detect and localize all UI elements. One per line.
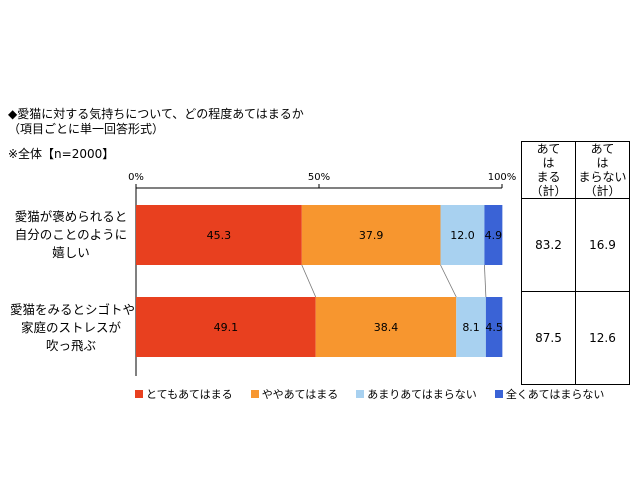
chart-subtitle: （項目ごとに単一回答形式） [8,122,165,136]
category-label-praise: 愛猫が褒められると 自分のことのように 嬉しい [10,208,132,262]
data-label: 49.1 [214,321,239,334]
summary-row: 83.2 16.9 [521,198,630,292]
header-line: は [542,156,555,170]
connector-line [484,264,487,298]
legend-label: 全くあてはまらない [505,388,605,401]
legend-swatch [250,390,259,398]
x-tick-label: 100% [488,172,517,183]
legend-item: あまりあてはまらない [356,386,477,402]
category-label-line: 嬉しい [52,245,90,260]
chart-legend: とてもあてはまる ややあてはまる あまりあてはまらない 全くあてはまらない [135,386,604,402]
bar-segment [136,205,302,265]
legend-swatch [135,390,143,398]
legend-label: ややあてはまる [261,388,339,401]
summary-header-applies: あて は まる （計） [521,141,576,199]
connector-line [440,264,457,298]
summary-cell-applies: 83.2 [521,198,576,292]
data-label: 45.3 [207,229,232,242]
summary-table: あて は まる （計） あて は まらない （計） 83.2 16.9 87.5… [521,141,630,385]
summary-cell-applies: 87.5 [521,291,576,385]
category-label-line: 吹っ飛ぶ [45,338,96,353]
category-label-stress: 愛猫をみるとシゴトや 家庭のストレスが 吹っ飛ぶ [10,301,136,355]
data-label: 8.1 [462,321,480,334]
bar-segment [485,297,503,357]
summary-cell-not-applies: 16.9 [575,198,630,292]
connector-line [301,264,317,298]
header-line: （計） [530,184,567,198]
x-tick-label: 50% [308,172,330,183]
header-line: は [596,156,609,170]
legend-item: とてもあてはまる [135,386,233,402]
header-line: まる [536,170,561,184]
header-line: あて [536,142,561,156]
x-tick-label: 0% [128,172,144,183]
legend-label: あまりあてはまらない [367,388,477,401]
summary-cell-not-applies: 12.6 [575,291,630,385]
category-label-line: 愛猫が褒められると [14,209,128,224]
chart-title: ◆愛猫に対する気持ちについて、どの程度あてはまるか [8,107,304,121]
bar-segment [440,205,485,265]
data-label: 4.9 [485,229,503,242]
sample-size-note: ※全体【n=2000】 [8,147,115,161]
legend-swatch [494,390,503,398]
category-label-line: 家庭のストレスが [20,320,121,335]
category-label-line: 愛猫をみるとシゴトや [10,302,136,317]
data-label: 38.4 [374,321,399,334]
legend-swatch [356,390,365,398]
header-line: あて [590,142,615,156]
bar-segment [315,297,457,357]
data-label: 4.5 [485,321,503,334]
bar-segment [301,205,441,265]
legend-item: 全くあてはまらない [494,386,605,402]
summary-header-not-applies: あて は まらない （計） [575,141,630,199]
legend-item: ややあてはまる [250,386,339,402]
summary-header-row: あて は まる （計） あて は まらない （計） [521,141,630,199]
summary-row: 87.5 12.6 [521,291,630,385]
category-label-line: 自分のことのように [14,227,128,242]
bar-segment [136,297,316,357]
header-line: まらない [578,170,627,184]
data-label: 12.0 [450,229,475,242]
legend-label: とてもあてはまる [146,388,233,401]
header-line: （計） [584,184,621,198]
bar-segment [484,205,503,265]
data-label: 37.9 [359,229,384,242]
bar-segment [456,297,486,357]
